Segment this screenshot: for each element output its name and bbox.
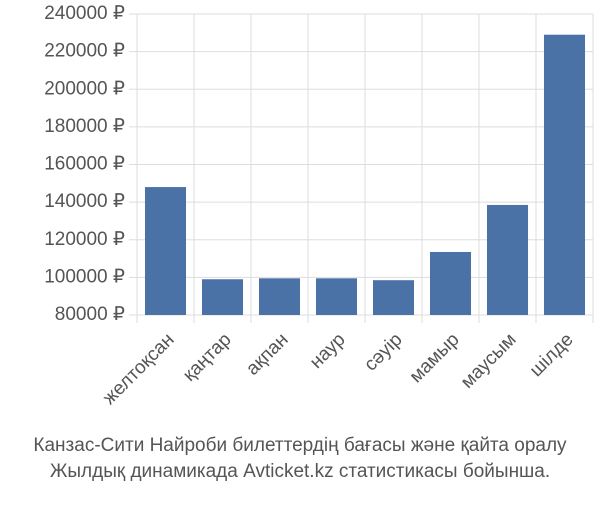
y-tick-label: 160000 ₽ — [44, 154, 125, 175]
bar — [486, 204, 529, 315]
bar — [201, 279, 244, 315]
x-tick-label: маусым — [457, 329, 521, 393]
x-tick-label: қаңтар — [179, 329, 236, 386]
y-tick-label: 100000 ₽ — [44, 266, 125, 287]
bar — [429, 251, 472, 315]
y-tick-label: 120000 ₽ — [44, 229, 125, 250]
bar — [258, 278, 301, 315]
y-tick-label: 200000 ₽ — [44, 78, 125, 99]
bar — [372, 280, 415, 315]
x-tick-label: желтоқсан — [99, 329, 179, 409]
x-tick-label: сәуір — [360, 329, 406, 375]
y-tick-label: 240000 ₽ — [44, 3, 125, 24]
caption: Канзас-Сити Найроби билеттердің бағасы ж… — [33, 435, 567, 456]
x-tick-label: ақпан — [242, 329, 292, 379]
bar — [144, 187, 187, 315]
y-tick-label: 140000 ₽ — [44, 191, 125, 212]
bar — [543, 34, 586, 315]
y-tick-label: 220000 ₽ — [44, 41, 125, 62]
y-tick-label: 180000 ₽ — [44, 116, 125, 137]
y-tick-label: 80000 ₽ — [55, 304, 125, 325]
caption: Жылдық динамикада Avticket.kz статистика… — [50, 461, 550, 482]
x-tick-label: наур — [306, 329, 350, 373]
bar — [315, 278, 358, 315]
x-tick-label: мамыр — [406, 329, 464, 387]
x-tick-label: шілде — [526, 329, 578, 381]
